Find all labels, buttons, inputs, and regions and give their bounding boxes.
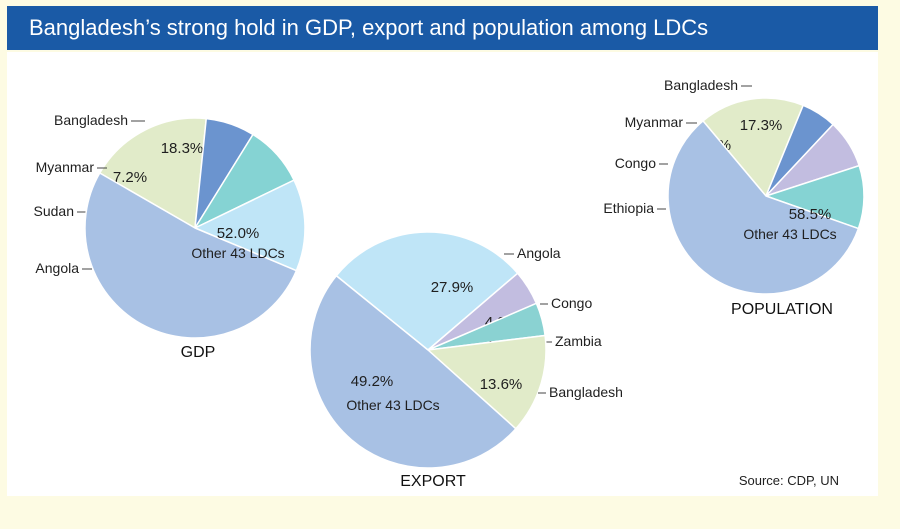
gdp-chart-title: GDP (181, 344, 216, 361)
gdp-label-angola: Angola (35, 260, 79, 276)
export-slice-other-43-ldcs (309, 274, 517, 469)
gdp-label-bangladesh: Bangladesh (54, 112, 128, 128)
export-pct-bangladesh: 13.6% (480, 376, 523, 393)
gdp-slice-angola (193, 179, 306, 272)
gdp-pct-myanmar: 7.2% (113, 169, 147, 186)
population-label-congo: Congo (615, 155, 656, 171)
export-pct-other-43-ldcs: 49.2% (351, 373, 394, 390)
gdp-label-sudan: Sudan (34, 203, 74, 219)
export-label-angola: Angola (517, 245, 561, 261)
population-slice-bangladesh (701, 97, 805, 198)
export-label-congo: Congo (551, 295, 592, 311)
population-label-bangladesh: Bangladesh (664, 77, 738, 93)
population-label-other-43-ldcs: Other 43 LDCs (743, 226, 836, 242)
population-chart-title: POPULATION (731, 301, 833, 318)
export-label-bangladesh: Bangladesh (549, 384, 623, 400)
gdp-label-other-43-ldcs: Other 43 LDCs (191, 245, 284, 261)
gdp-slice-bangladesh (98, 117, 208, 230)
population-label-ethiopia: Ethiopia (603, 200, 654, 216)
gdp-label-myanmar: Myanmar (36, 159, 95, 175)
population-pct-bangladesh: 17.3% (740, 117, 783, 134)
population-pct-other-43-ldcs: 58.5% (789, 206, 832, 223)
gdp-pct-other-43-ldcs: 52.0% (217, 225, 260, 242)
population-slice-other-43-ldcs (667, 119, 860, 295)
export-pct-angola: 27.9% (431, 279, 474, 296)
source-note: Source: CDP, UN (739, 473, 839, 488)
export-pie: 27.9%Angola4.8%Congo4.5%Zambia13.6%Bangl… (309, 231, 623, 490)
export-slice-bangladesh (426, 334, 547, 430)
gdp-pct-bangladesh: 18.3% (161, 140, 204, 157)
population-label-myanmar: Myanmar (625, 114, 684, 130)
population-pie: 17.3%Bangladesh5.8%Myanmar8.0%Congo10.4%… (603, 77, 865, 318)
export-label-zambia: Zambia (555, 333, 602, 349)
page-title: Bangladesh’s strong hold in GDP, export … (7, 6, 878, 50)
export-label-other-43-ldcs: Other 43 LDCs (346, 397, 439, 413)
gdp-slice-other-43-ldcs (84, 171, 298, 339)
export-chart-title: EXPORT (400, 473, 466, 490)
gdp-pie: 18.3%Bangladesh7.2%Myanmar9.0%Sudan13.5%… (34, 112, 306, 361)
export-slice-angola (335, 231, 519, 351)
